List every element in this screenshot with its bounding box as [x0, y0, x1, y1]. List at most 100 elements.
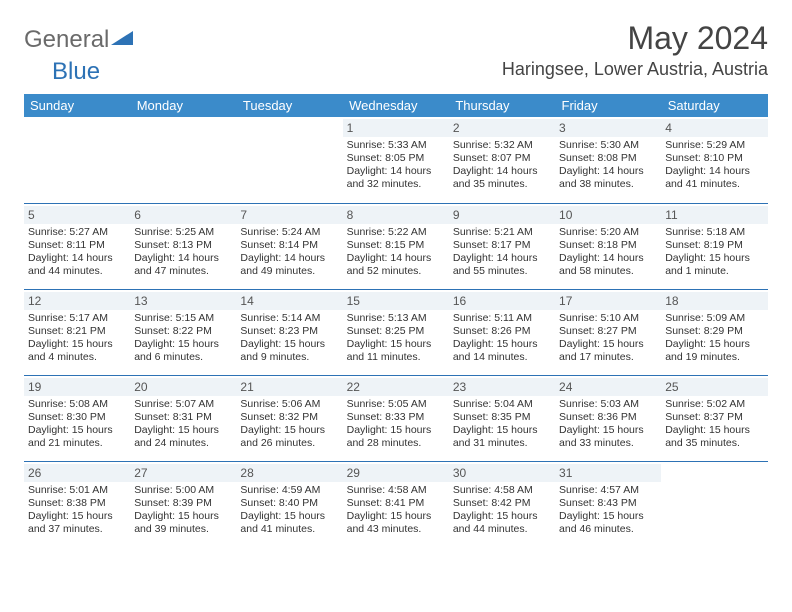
calendar-cell: 5Sunrise: 5:27 AMSunset: 8:11 PMDaylight…	[24, 203, 130, 289]
day-number: 6	[130, 206, 236, 224]
title-block: May 2024 Haringsee, Lower Austria, Austr…	[502, 20, 768, 80]
day-number: 18	[661, 292, 767, 310]
day-number: 13	[130, 292, 236, 310]
day-details: Sunrise: 5:25 AMSunset: 8:13 PMDaylight:…	[134, 226, 232, 279]
day-number: 12	[24, 292, 130, 310]
calendar-cell: 24 Sunrise: 5:03 AMSunset: 8:36 PMDayligh…	[555, 375, 661, 461]
day-number: 17	[555, 292, 661, 310]
weekday-header: Sunday	[24, 94, 130, 117]
day-number: 28	[236, 464, 342, 482]
day-details: Sunrise: 5:29 AMSunset: 8:10 PMDaylight:…	[665, 139, 763, 192]
calendar-cell: 28Sunrise: 4:59 AMSunset: 8:40 PMDayligh…	[236, 461, 342, 547]
calendar-week-row: 12Sunrise: 5:17 AMSunset: 8:21 PMDayligh…	[24, 289, 768, 375]
day-number: 7	[236, 206, 342, 224]
calendar-cell: 29 Sunrise: 4:58 AMSunset: 8:41 PMDayligh…	[343, 461, 449, 547]
day-number: 19	[24, 378, 130, 396]
calendar-cell: 1 Sunrise: 5:33 AMSunset: 8:05 PMDaylight…	[343, 117, 449, 203]
day-number: 26	[24, 464, 130, 482]
day-number: 10	[555, 206, 661, 224]
calendar-cell: 21 Sunrise: 5:06 AMSunset: 8:32 PMDayligh…	[236, 375, 342, 461]
calendar-cell: 12Sunrise: 5:17 AMSunset: 8:21 PMDayligh…	[24, 289, 130, 375]
day-number: 9	[449, 206, 555, 224]
weekday-header: Saturday	[661, 94, 767, 117]
calendar-week-row: 26 Sunrise: 5:01 AMSunset: 8:38 PMDayligh…	[24, 461, 768, 547]
month-title: May 2024	[502, 20, 768, 57]
weekday-row: SundayMondayTuesdayWednesdayThursdayFrid…	[24, 94, 768, 117]
day-details: Sunrise: 5:04 AMSunset: 8:35 PMDaylight:…	[453, 398, 551, 451]
calendar-week-row: 5Sunrise: 5:27 AMSunset: 8:11 PMDaylight…	[24, 203, 768, 289]
calendar-cell: 14 Sunrise: 5:14 AMSunset: 8:23 PMDayligh…	[236, 289, 342, 375]
calendar-cell: 18Sunrise: 5:09 AMSunset: 8:29 PMDayligh…	[661, 289, 767, 375]
day-number: 2	[449, 119, 555, 137]
calendar-cell: 10 Sunrise: 5:20 AMSunset: 8:18 PMDayligh…	[555, 203, 661, 289]
day-details: Sunrise: 5:21 AMSunset: 8:17 PMDaylight:…	[453, 226, 551, 279]
day-number: 24	[555, 378, 661, 396]
day-details: Sunrise: 5:14 AMSunset: 8:23 PMDaylight:…	[240, 312, 338, 365]
day-number: 3	[555, 119, 661, 137]
day-details: Sunrise: 5:24 AMSunset: 8:14 PMDaylight:…	[240, 226, 338, 279]
day-number: 14	[236, 292, 342, 310]
day-number: 15	[343, 292, 449, 310]
day-details: Sunrise: 4:58 AMSunset: 8:42 PMDaylight:…	[453, 484, 551, 537]
day-number: 29	[343, 464, 449, 482]
day-number: 23	[449, 378, 555, 396]
calendar-cell	[24, 117, 130, 203]
calendar-cell: 17 Sunrise: 5:10 AMSunset: 8:27 PMDayligh…	[555, 289, 661, 375]
calendar-cell: 19 Sunrise: 5:08 AMSunset: 8:30 PMDayligh…	[24, 375, 130, 461]
calendar-cell: 26 Sunrise: 5:01 AMSunset: 8:38 PMDayligh…	[24, 461, 130, 547]
day-details: Sunrise: 5:15 AMSunset: 8:22 PMDaylight:…	[134, 312, 232, 365]
calendar-table: SundayMondayTuesdayWednesdayThursdayFrid…	[24, 94, 768, 547]
day-number: 11	[661, 206, 767, 224]
calendar-cell: 4 Sunrise: 5:29 AMSunset: 8:10 PMDaylight…	[661, 117, 767, 203]
day-number: 16	[449, 292, 555, 310]
day-number: 21	[236, 378, 342, 396]
day-details: Sunrise: 5:00 AMSunset: 8:39 PMDaylight:…	[134, 484, 232, 537]
day-number: 31	[555, 464, 661, 482]
day-details: Sunrise: 5:06 AMSunset: 8:32 PMDaylight:…	[240, 398, 338, 451]
calendar-cell: 2Sunrise: 5:32 AMSunset: 8:07 PMDaylight…	[449, 117, 555, 203]
day-details: Sunrise: 4:58 AMSunset: 8:41 PMDaylight:…	[347, 484, 445, 537]
weekday-header: Tuesday	[236, 94, 342, 117]
calendar-week-row: 1 Sunrise: 5:33 AMSunset: 8:05 PMDaylight…	[24, 117, 768, 203]
weekday-header: Monday	[130, 94, 236, 117]
logo-text-general: General	[24, 26, 109, 54]
day-details: Sunrise: 5:07 AMSunset: 8:31 PMDaylight:…	[134, 398, 232, 451]
day-details: Sunrise: 5:01 AMSunset: 8:38 PMDaylight:…	[28, 484, 126, 537]
calendar-cell: 31Sunrise: 4:57 AMSunset: 8:43 PMDayligh…	[555, 461, 661, 547]
day-number: 20	[130, 378, 236, 396]
day-details: Sunrise: 5:08 AMSunset: 8:30 PMDaylight:…	[28, 398, 126, 451]
calendar-body: 1 Sunrise: 5:33 AMSunset: 8:05 PMDaylight…	[24, 117, 768, 547]
calendar-cell: 16 Sunrise: 5:11 AMSunset: 8:26 PMDayligh…	[449, 289, 555, 375]
day-number: 4	[661, 119, 767, 137]
calendar-cell: 30 Sunrise: 4:58 AMSunset: 8:42 PMDayligh…	[449, 461, 555, 547]
calendar-cell: 13 Sunrise: 5:15 AMSunset: 8:22 PMDayligh…	[130, 289, 236, 375]
calendar-cell: 27Sunrise: 5:00 AMSunset: 8:39 PMDayligh…	[130, 461, 236, 547]
day-details: Sunrise: 5:05 AMSunset: 8:33 PMDaylight:…	[347, 398, 445, 451]
logo-triangle-icon	[111, 29, 133, 52]
header: General May 2024 Haringsee, Lower Austri…	[24, 20, 768, 80]
day-details: Sunrise: 5:33 AMSunset: 8:05 PMDaylight:…	[347, 139, 445, 192]
calendar-cell: 8 Sunrise: 5:22 AMSunset: 8:15 PMDaylight…	[343, 203, 449, 289]
logo: General	[24, 20, 135, 54]
day-number: 25	[661, 378, 767, 396]
calendar-cell: 25Sunrise: 5:02 AMSunset: 8:37 PMDayligh…	[661, 375, 767, 461]
calendar-cell	[236, 117, 342, 203]
day-number: 1	[343, 119, 449, 137]
day-details: Sunrise: 5:20 AMSunset: 8:18 PMDaylight:…	[559, 226, 657, 279]
day-details: Sunrise: 5:13 AMSunset: 8:25 PMDaylight:…	[347, 312, 445, 365]
calendar-week-row: 19 Sunrise: 5:08 AMSunset: 8:30 PMDayligh…	[24, 375, 768, 461]
day-number: 5	[24, 206, 130, 224]
day-number: 22	[343, 378, 449, 396]
day-details: Sunrise: 5:03 AMSunset: 8:36 PMDaylight:…	[559, 398, 657, 451]
calendar-cell	[130, 117, 236, 203]
calendar-cell: 7 Sunrise: 5:24 AMSunset: 8:14 PMDaylight…	[236, 203, 342, 289]
day-details: Sunrise: 5:30 AMSunset: 8:08 PMDaylight:…	[559, 139, 657, 192]
calendar-cell: 22 Sunrise: 5:05 AMSunset: 8:33 PMDayligh…	[343, 375, 449, 461]
calendar-cell: 9 Sunrise: 5:21 AMSunset: 8:17 PMDaylight…	[449, 203, 555, 289]
day-details: Sunrise: 5:22 AMSunset: 8:15 PMDaylight:…	[347, 226, 445, 279]
day-number: 30	[449, 464, 555, 482]
day-details: Sunrise: 5:10 AMSunset: 8:27 PMDaylight:…	[559, 312, 657, 365]
calendar-cell: 3 Sunrise: 5:30 AMSunset: 8:08 PMDaylight…	[555, 117, 661, 203]
day-number: 8	[343, 206, 449, 224]
day-details: Sunrise: 5:11 AMSunset: 8:26 PMDaylight:…	[453, 312, 551, 365]
